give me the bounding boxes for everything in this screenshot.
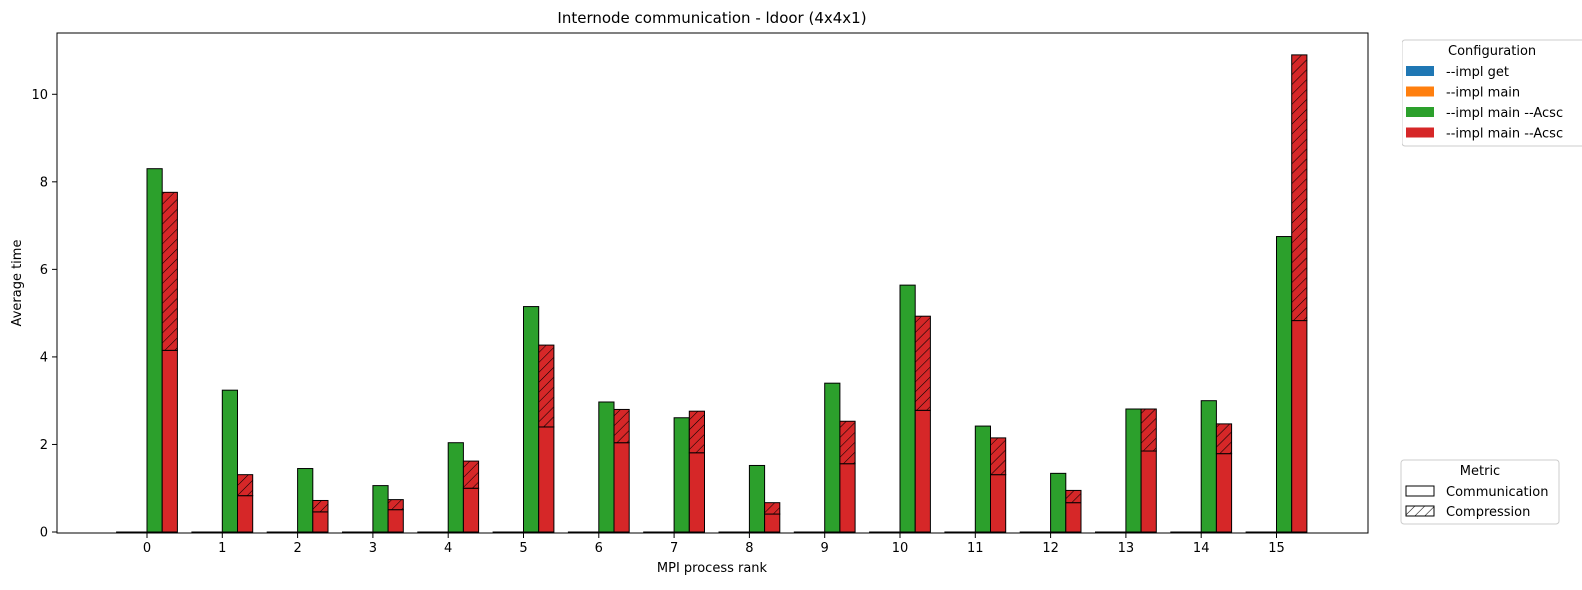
x-axis-label: MPI process rank — [657, 561, 768, 576]
legend-swatch-series-2 — [1406, 107, 1434, 117]
x-tick-label: 7 — [670, 541, 678, 556]
x-tick-label: 15 — [1268, 541, 1285, 556]
bar-compression-rank-8-series-3 — [764, 502, 781, 515]
legend-swatch-communication — [1405, 485, 1435, 497]
bar-communication-rank-3-series-3 — [387, 509, 404, 533]
x-tick-label: 9 — [821, 541, 829, 556]
legend-swatch-series-1 — [1406, 86, 1434, 97]
bar-compression-rank-6-series-3 — [613, 408, 630, 444]
bar-compression-rank-0-series-3 — [161, 191, 178, 351]
y-tick-label: 8 — [40, 175, 48, 190]
bar-communication-rank-8-series-2 — [748, 464, 766, 533]
legend-configuration: Configuration --impl get--impl main--imp… — [1402, 39, 1582, 147]
y-axis-label: Average time — [10, 240, 25, 327]
bar-compression-rank-12-series-3 — [1065, 489, 1082, 504]
x-tick-label: 5 — [519, 541, 527, 556]
x-tick-label: 13 — [1118, 541, 1135, 556]
legend-metric: Metric Communication Compression — [1400, 459, 1560, 525]
bar-communication-rank-11-series-2 — [974, 425, 991, 533]
x-tick-label: 2 — [293, 541, 301, 556]
bar-communication-rank-5-series-3 — [538, 426, 555, 533]
bar-compression-rank-10-series-3 — [914, 315, 931, 411]
bar-communication-rank-12-series-2 — [1050, 472, 1067, 533]
bar-communication-rank-13-series-3 — [1140, 450, 1157, 533]
legend-metric-title: Metric — [1460, 464, 1500, 479]
x-tick-label: 11 — [967, 541, 984, 556]
bar-communication-rank-10-series-2 — [899, 284, 916, 533]
bar-communication-rank-1-series-2 — [221, 389, 239, 533]
bar-compression-rank-4-series-3 — [462, 460, 480, 489]
y-axis: 0 2 4 6 8 10 — [31, 88, 57, 541]
x-tick-label: 1 — [218, 541, 226, 556]
bar-communication-rank-14-series-3 — [1215, 453, 1233, 533]
chart-title: Internode communication - ldoor (4x4x1) — [557, 9, 866, 27]
bar-compression-rank-11-series-3 — [990, 437, 1007, 476]
x-tick-label: 4 — [444, 541, 452, 556]
bar-compression-rank-14-series-3 — [1215, 423, 1233, 455]
x-axis: 0 1 2 3 4 5 6 7 8 9 10 11 12 13 14 15 — [143, 533, 1285, 556]
bar-communication-rank-4-series-3 — [462, 487, 480, 533]
x-tick-label: 14 — [1193, 541, 1210, 556]
legend-configuration-box — [1402, 39, 1582, 147]
bar-compression-rank-7-series-3 — [688, 410, 705, 454]
bar-communication-rank-10-series-3 — [914, 409, 931, 533]
bar-communication-rank-6-series-3 — [613, 442, 630, 533]
bar-communication-rank-5-series-2 — [523, 306, 540, 533]
legend-label-compression: Compression — [1446, 505, 1530, 520]
bar-compression-rank-5-series-3 — [538, 344, 555, 428]
legend-metric-box — [1400, 459, 1560, 525]
bar-compression-rank-13-series-3 — [1140, 408, 1157, 452]
bar-communication-rank-6-series-2 — [598, 401, 615, 533]
legend-label-communication: Communication — [1446, 485, 1548, 500]
x-tick-label: 10 — [892, 541, 909, 556]
bar-compression-rank-15-series-3 — [1291, 54, 1308, 322]
bar-communication-rank-12-series-3 — [1065, 502, 1082, 533]
bar-communication-rank-9-series-2 — [824, 382, 841, 533]
bar-communication-rank-8-series-3 — [764, 513, 781, 533]
plot-frame — [56, 32, 1369, 534]
bar-communication-rank-11-series-3 — [990, 474, 1007, 533]
bar-compression-rank-2-series-3 — [312, 499, 329, 513]
legend-label-series-3: --impl main --Acsc — [1446, 127, 1563, 142]
legend-label-series-1: --impl main — [1446, 86, 1520, 101]
x-tick-label: 3 — [369, 541, 377, 556]
legend-swatch-compression — [1405, 505, 1435, 517]
bar-communication-rank-7-series-3 — [688, 452, 705, 533]
bar-compression-rank-3-series-3 — [387, 499, 404, 511]
bar-communication-rank-9-series-3 — [839, 463, 856, 533]
bar-communication-rank-15-series-3 — [1291, 320, 1308, 533]
x-tick-label: 12 — [1042, 541, 1059, 556]
legend-label-series-0: --impl get — [1446, 65, 1509, 80]
bar-compression-rank-9-series-3 — [839, 420, 856, 465]
bar-compression-rank-1-series-3 — [237, 474, 254, 497]
bar-communication-rank-3-series-2 — [372, 485, 389, 533]
bar-communication-rank-2-series-2 — [297, 468, 314, 533]
bar-communication-rank-0-series-2 — [146, 168, 163, 533]
bar-communication-rank-14-series-2 — [1200, 400, 1217, 533]
bar-communication-rank-15-series-2 — [1276, 236, 1293, 533]
y-tick-label: 4 — [40, 350, 48, 365]
x-tick-label: 6 — [595, 541, 603, 556]
bar-communication-rank-0-series-3 — [161, 349, 178, 533]
x-tick-label: 8 — [745, 541, 753, 556]
bars-layer — [116, 54, 1308, 533]
y-tick-label: 6 — [40, 263, 48, 278]
y-tick-label: 2 — [40, 438, 48, 453]
legend-configuration-title: Configuration — [1448, 44, 1536, 59]
bar-communication-rank-7-series-2 — [673, 417, 690, 533]
x-tick-label: 0 — [143, 541, 151, 556]
legend-swatch-series-0 — [1406, 66, 1434, 76]
legend-swatch-series-3 — [1406, 127, 1434, 138]
bar-communication-rank-2-series-3 — [312, 511, 329, 533]
y-tick-label: 10 — [31, 88, 48, 103]
y-tick-label: 0 — [40, 526, 48, 541]
legend-configuration-items: --impl get --impl main --impl main --Acsc -… — [1406, 65, 1563, 142]
bar-communication-rank-1-series-3 — [237, 495, 254, 533]
bar-communication-rank-4-series-2 — [447, 442, 464, 533]
bar-communication-rank-13-series-2 — [1125, 408, 1142, 533]
legend-label-series-2: --impl main --Acsc — [1446, 106, 1563, 121]
